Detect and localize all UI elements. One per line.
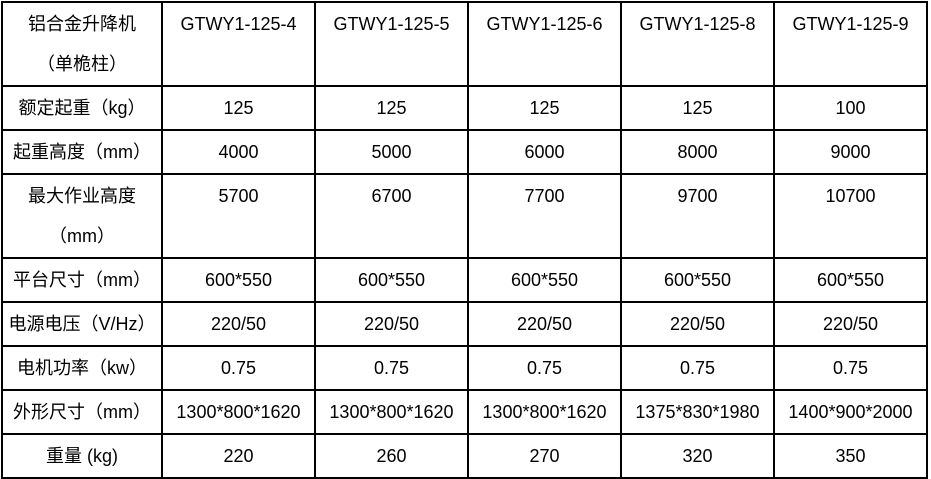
row-label: 额定起重（kg） <box>1 85 163 131</box>
value-cell: 6700 <box>314 173 469 259</box>
table-row: 平台尺寸（mm） 600*550 600*550 600*550 600*550 600*… <box>1 257 928 303</box>
value-cell: 6000 <box>467 129 622 175</box>
table-row: 最大作业高度 （mm） 5700 6700 7700 9700 10700 <box>1 173 928 259</box>
row-label: 电机功率（kw） <box>1 345 163 391</box>
table-row: 额定起重（kg） 125 125 125 125 100 <box>1 85 928 131</box>
table-row: 电机功率（kw） 0.75 0.75 0.75 0.75 0.75 <box>1 345 928 391</box>
corner-cell: 铝合金升降机 （单桅柱） <box>1 1 163 87</box>
value-cell: 600*550 <box>620 257 775 303</box>
value-cell: 4000 <box>161 129 316 175</box>
value-cell: 1400*900*2000 <box>773 389 928 435</box>
value-cell: 0.75 <box>620 345 775 391</box>
model-header: GTWY1-125-6 <box>467 1 622 87</box>
row-label: 起重高度（mm） <box>1 129 163 175</box>
table-row: 重量 (kg) 220 260 270 320 350 <box>1 433 928 479</box>
model-header: GTWY1-125-5 <box>314 1 469 87</box>
value-cell: 5000 <box>314 129 469 175</box>
value-cell: 0.75 <box>314 345 469 391</box>
value-cell: 0.75 <box>773 345 928 391</box>
value-cell: 600*550 <box>314 257 469 303</box>
value-cell: 320 <box>620 433 775 479</box>
value-cell: 600*550 <box>467 257 622 303</box>
value-cell: 9000 <box>773 129 928 175</box>
value-cell: 0.75 <box>467 345 622 391</box>
value-cell: 7700 <box>467 173 622 259</box>
value-cell: 600*550 <box>161 257 316 303</box>
value-cell: 5700 <box>161 173 316 259</box>
value-cell: 1375*830*1980 <box>620 389 775 435</box>
value-cell: 8000 <box>620 129 775 175</box>
value-cell: 220/50 <box>773 301 928 347</box>
model-header: GTWY1-125-8 <box>620 1 775 87</box>
row-label: 电源电压（V/Hz） <box>1 301 163 347</box>
value-cell: 125 <box>161 85 316 131</box>
value-cell: 10700 <box>773 173 928 259</box>
model-header: GTWY1-125-4 <box>161 1 316 87</box>
value-cell: 1300*800*1620 <box>314 389 469 435</box>
value-cell: 125 <box>467 85 622 131</box>
value-cell: 0.75 <box>161 345 316 391</box>
value-cell: 220/50 <box>467 301 622 347</box>
value-cell: 270 <box>467 433 622 479</box>
row-label: 外形尺寸（mm） <box>1 389 163 435</box>
header-row: 铝合金升降机 （单桅柱） GTWY1-125-4 GTWY1-125-5 GTWY1… <box>1 1 928 87</box>
value-cell: 100 <box>773 85 928 131</box>
value-cell: 350 <box>773 433 928 479</box>
value-cell: 125 <box>314 85 469 131</box>
value-cell: 220/50 <box>620 301 775 347</box>
spec-table-body: 额定起重（kg） 125 125 125 125 100 起重高度（mm） 4000 5000 6… <box>1 85 928 479</box>
row-label: 重量 (kg) <box>1 433 163 479</box>
value-cell: 125 <box>620 85 775 131</box>
table-row: 外形尺寸（mm） 1300*800*1620 1300*800*1620 1300*8… <box>1 389 928 435</box>
row-label: 最大作业高度 （mm） <box>1 173 163 259</box>
value-cell: 600*550 <box>773 257 928 303</box>
value-cell: 9700 <box>620 173 775 259</box>
value-cell: 220/50 <box>161 301 316 347</box>
table-row: 起重高度（mm） 4000 5000 6000 8000 9000 <box>1 129 928 175</box>
table-row: 电源电压（V/Hz） 220/50 220/50 220/50 220/50 220/50 <box>1 301 928 347</box>
value-cell: 1300*800*1620 <box>467 389 622 435</box>
value-cell: 220 <box>161 433 316 479</box>
value-cell: 220/50 <box>314 301 469 347</box>
value-cell: 260 <box>314 433 469 479</box>
model-header: GTWY1-125-9 <box>773 1 928 87</box>
row-label: 平台尺寸（mm） <box>1 257 163 303</box>
value-cell: 1300*800*1620 <box>161 389 316 435</box>
